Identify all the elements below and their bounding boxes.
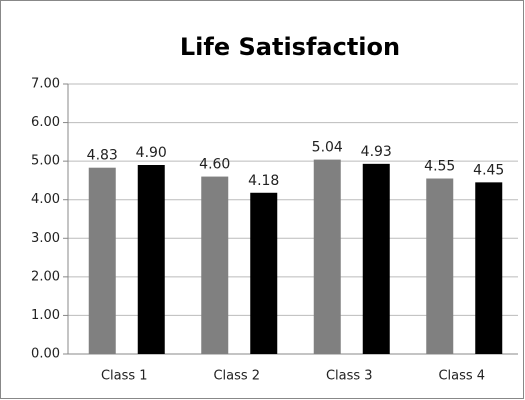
y-tick-label: 4.00: [31, 192, 60, 207]
bar: [250, 192, 278, 354]
value-label: 4.93: [361, 144, 392, 160]
bar: [426, 178, 454, 354]
bar: [313, 159, 341, 354]
y-tick-label: 6.00: [31, 115, 60, 130]
bar: [362, 163, 390, 354]
value-label: 4.18: [248, 173, 279, 189]
y-tick-label: 3.00: [31, 231, 60, 246]
y-tick-label: 5.00: [31, 154, 60, 169]
bar: [475, 182, 503, 354]
x-tick-label: Class 2: [213, 369, 260, 384]
bar: [137, 165, 165, 354]
y-tick-label: 1.00: [31, 308, 60, 323]
value-label: 4.90: [136, 145, 167, 161]
x-tick-label: Class 1: [101, 369, 148, 384]
x-tick-label: Class 4: [438, 369, 485, 384]
y-tick-label: 7.00: [31, 77, 60, 92]
x-tick-label: Class 3: [326, 369, 373, 384]
bar: [201, 176, 229, 354]
value-label: 5.04: [312, 140, 343, 156]
value-label: 4.83: [87, 148, 118, 164]
chart-title: Life Satisfaction: [180, 33, 400, 61]
bar: [88, 167, 116, 354]
value-label: 4.60: [199, 157, 230, 173]
y-tick-label: 0.00: [31, 347, 60, 362]
y-tick-label: 2.00: [31, 269, 60, 284]
value-label: 4.55: [424, 159, 455, 175]
value-label: 4.45: [473, 162, 504, 178]
